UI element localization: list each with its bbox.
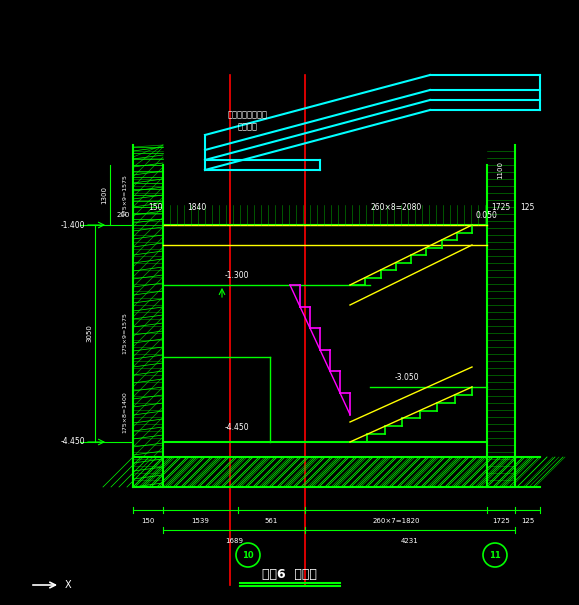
Text: 1539: 1539 <box>192 518 210 524</box>
Text: 260×7=1820: 260×7=1820 <box>372 518 420 524</box>
Text: X: X <box>65 580 72 590</box>
Text: 1100: 1100 <box>497 161 503 179</box>
Text: -3.050: -3.050 <box>395 373 420 382</box>
Text: 0.050: 0.050 <box>475 211 497 220</box>
Text: 1725: 1725 <box>492 518 510 524</box>
Text: 甲方另委: 甲方另委 <box>238 122 258 131</box>
Text: 175×8=1400: 175×8=1400 <box>123 391 127 433</box>
Text: 1689: 1689 <box>225 538 243 544</box>
Text: 561: 561 <box>265 518 278 524</box>
Text: 轻钢阳光板防雨棚: 轻钢阳光板防雨棚 <box>228 111 268 120</box>
Text: -1.300: -1.300 <box>225 271 250 280</box>
Text: 10: 10 <box>242 551 254 560</box>
Text: 1300: 1300 <box>101 186 107 204</box>
Text: -1.400: -1.400 <box>60 220 85 229</box>
Text: 3050: 3050 <box>86 324 92 342</box>
Text: 175×9=1575: 175×9=1575 <box>123 174 127 216</box>
Text: 175×9=1575: 175×9=1575 <box>123 313 127 355</box>
Text: 1840: 1840 <box>187 203 206 212</box>
Text: 125: 125 <box>521 203 534 212</box>
Text: 11: 11 <box>489 551 501 560</box>
Text: 125: 125 <box>521 518 534 524</box>
Text: 楼梯6  剖面图: 楼梯6 剖面图 <box>262 569 317 581</box>
Text: 260×8=2080: 260×8=2080 <box>371 203 422 212</box>
Text: 150: 150 <box>148 203 162 212</box>
Text: 4231: 4231 <box>401 538 419 544</box>
Text: 150: 150 <box>141 518 155 524</box>
Text: 1725: 1725 <box>492 203 511 212</box>
Text: -4.450: -4.450 <box>225 423 250 432</box>
Text: 200: 200 <box>116 212 130 218</box>
Text: -4.450: -4.450 <box>60 437 85 446</box>
